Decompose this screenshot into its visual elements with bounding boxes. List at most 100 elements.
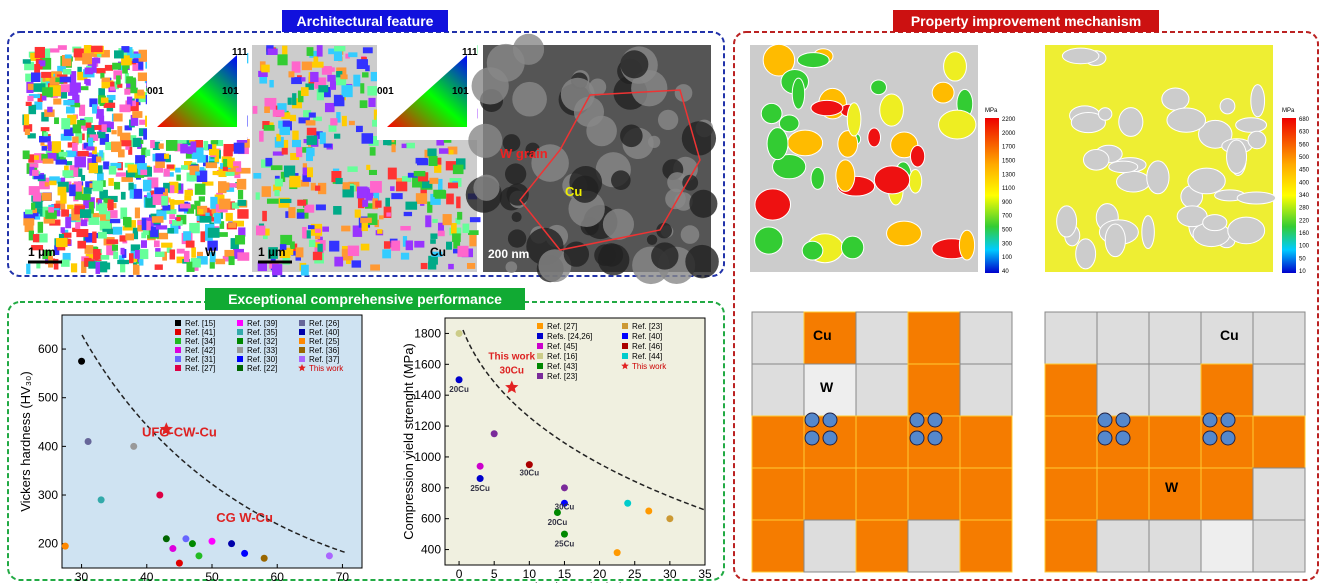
- grain: [34, 155, 39, 160]
- cell: [960, 468, 1012, 520]
- point: [624, 500, 631, 507]
- cell: [960, 416, 1012, 468]
- legend-marker: [622, 323, 628, 329]
- grain: [152, 216, 164, 223]
- grain: [430, 233, 437, 239]
- grain: [120, 263, 125, 273]
- grain: [318, 85, 328, 92]
- grain: [317, 45, 323, 56]
- grain: [349, 121, 355, 125]
- grain: [43, 159, 54, 164]
- point: [176, 560, 183, 567]
- grain: [164, 154, 169, 159]
- grain: [434, 165, 441, 173]
- grain: [329, 241, 339, 252]
- grain: [379, 215, 384, 219]
- grain: [327, 75, 335, 82]
- x-tick-label: 20: [593, 567, 607, 581]
- point: [85, 438, 92, 445]
- grain: [297, 200, 306, 206]
- grain: [130, 189, 134, 198]
- grain: [451, 223, 457, 234]
- grain: [29, 186, 40, 195]
- ipf-label: 001: [147, 86, 164, 97]
- cell: [752, 520, 804, 572]
- grain: [118, 149, 125, 157]
- grain: [108, 178, 113, 186]
- colorbar-label: 400: [1299, 180, 1310, 186]
- point: [477, 475, 484, 482]
- y-axis-label: Vickers hardness (HV₃₀): [18, 371, 33, 512]
- w-particle: [1119, 108, 1143, 137]
- grain: [262, 186, 271, 197]
- stress-region: [868, 128, 881, 147]
- w-particle: [1248, 131, 1266, 149]
- label: Cu: [430, 245, 446, 259]
- colorbar-label: 2200: [1002, 117, 1016, 123]
- grain: [457, 246, 468, 257]
- grain: [176, 175, 181, 181]
- cell: [856, 520, 908, 572]
- grain: [292, 93, 296, 105]
- annotation: 30Cu: [520, 468, 540, 477]
- grain: [273, 110, 285, 117]
- grain: [114, 50, 124, 58]
- electron: [1221, 413, 1235, 427]
- grain: [391, 241, 400, 251]
- grain: [259, 77, 267, 84]
- grain: [76, 229, 88, 237]
- grain: [264, 125, 275, 131]
- cell: [1149, 364, 1201, 416]
- grain: [80, 209, 91, 218]
- legend-label: Ref. [41]: [185, 328, 215, 337]
- point: [491, 430, 498, 437]
- grain: [203, 141, 208, 150]
- label: 200 nm: [488, 247, 529, 261]
- grain: [155, 252, 165, 257]
- grain: [361, 244, 370, 251]
- grain: [62, 170, 73, 176]
- cell: [1045, 520, 1097, 572]
- x-tick-label: 50: [205, 570, 219, 583]
- w-particle: [1142, 216, 1155, 249]
- cell: [1045, 416, 1097, 468]
- grain: [235, 235, 245, 244]
- grain: [446, 242, 452, 250]
- grain: [186, 241, 195, 248]
- grain: [66, 107, 75, 114]
- grain: [41, 193, 51, 201]
- grain: [229, 256, 235, 265]
- grain: [316, 204, 326, 210]
- w-particle: [1227, 140, 1247, 173]
- grain: [262, 211, 267, 221]
- grain: [141, 232, 146, 238]
- grain: [170, 249, 175, 259]
- w-particle: [1162, 88, 1189, 110]
- colorbar-label: 100: [1002, 255, 1013, 261]
- grain: [355, 210, 361, 218]
- grain: [111, 130, 116, 134]
- grain: [206, 162, 218, 168]
- grain: [313, 252, 322, 260]
- grain: [348, 52, 357, 57]
- grain: [125, 233, 134, 240]
- electron: [928, 413, 942, 427]
- grain: [219, 199, 231, 210]
- grain: [53, 98, 61, 104]
- legend-label: Ref. [39]: [247, 319, 277, 328]
- grain: [54, 204, 60, 208]
- grain: [400, 226, 410, 231]
- legend-marker: [175, 365, 181, 371]
- grain: [99, 203, 107, 214]
- grain: [365, 65, 370, 71]
- ipf-label: 111: [232, 47, 248, 58]
- cell: [1253, 416, 1305, 468]
- legend-label: Ref. [35]: [247, 328, 277, 337]
- stress-region: [944, 52, 967, 81]
- label: 1 µm: [28, 245, 56, 259]
- w-particle: [1099, 108, 1112, 120]
- grain: [185, 190, 193, 196]
- particle: [685, 245, 718, 278]
- grain: [121, 177, 133, 182]
- title: Property improvement mechanism: [911, 13, 1141, 29]
